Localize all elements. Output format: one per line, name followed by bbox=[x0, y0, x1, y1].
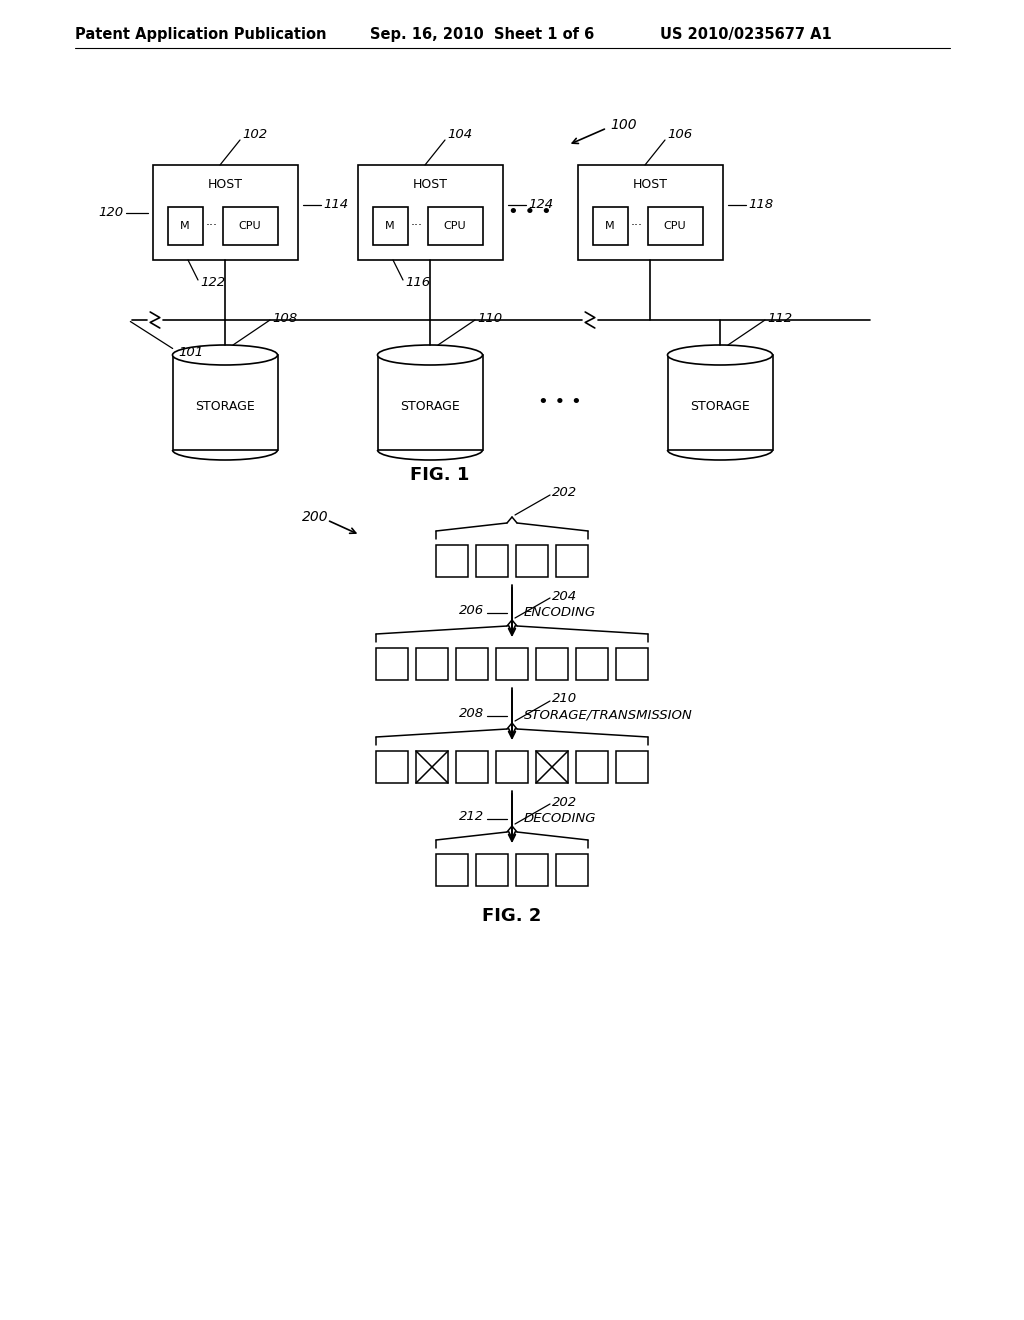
Bar bbox=[436, 854, 468, 886]
Bar bbox=[153, 165, 298, 260]
Text: STORAGE/TRANSMISSION: STORAGE/TRANSMISSION bbox=[524, 709, 693, 722]
Text: US 2010/0235677 A1: US 2010/0235677 A1 bbox=[660, 28, 831, 42]
Bar bbox=[578, 165, 723, 260]
Bar bbox=[476, 854, 508, 886]
Text: CPU: CPU bbox=[664, 220, 686, 231]
Text: 120: 120 bbox=[98, 206, 123, 219]
Text: FIG. 1: FIG. 1 bbox=[411, 466, 470, 484]
Bar bbox=[173, 355, 278, 450]
Text: 106: 106 bbox=[667, 128, 692, 141]
Text: Sep. 16, 2010  Sheet 1 of 6: Sep. 16, 2010 Sheet 1 of 6 bbox=[370, 28, 594, 42]
Text: 104: 104 bbox=[447, 128, 472, 141]
Text: ···: ··· bbox=[411, 219, 423, 232]
Bar bbox=[168, 207, 203, 246]
Text: STORAGE: STORAGE bbox=[196, 400, 255, 413]
Text: 202: 202 bbox=[552, 487, 578, 499]
Text: HOST: HOST bbox=[413, 178, 447, 191]
Bar bbox=[616, 648, 648, 680]
Bar bbox=[376, 751, 408, 783]
Bar bbox=[496, 648, 528, 680]
Text: • • •: • • • bbox=[508, 203, 552, 220]
Text: 122: 122 bbox=[200, 276, 225, 289]
Bar bbox=[476, 545, 508, 577]
Text: 108: 108 bbox=[272, 312, 297, 325]
Bar bbox=[373, 207, 408, 246]
Bar bbox=[416, 648, 449, 680]
Text: ENCODING: ENCODING bbox=[524, 606, 596, 619]
Bar bbox=[575, 751, 608, 783]
Bar bbox=[378, 355, 483, 450]
Text: CPU: CPU bbox=[443, 220, 466, 231]
Text: STORAGE: STORAGE bbox=[690, 400, 750, 413]
Bar bbox=[428, 207, 483, 246]
Bar bbox=[436, 545, 468, 577]
Text: 102: 102 bbox=[242, 128, 267, 141]
Ellipse shape bbox=[668, 345, 772, 366]
Bar bbox=[516, 854, 548, 886]
Bar bbox=[648, 207, 703, 246]
Text: DECODING: DECODING bbox=[524, 812, 597, 825]
Ellipse shape bbox=[378, 345, 482, 366]
Text: HOST: HOST bbox=[633, 178, 668, 191]
Text: 100: 100 bbox=[610, 117, 637, 132]
Ellipse shape bbox=[172, 345, 278, 366]
Bar bbox=[593, 207, 628, 246]
Bar bbox=[456, 648, 488, 680]
Text: HOST: HOST bbox=[208, 178, 243, 191]
Text: ···: ··· bbox=[631, 219, 643, 232]
Bar bbox=[616, 751, 648, 783]
Bar bbox=[223, 207, 278, 246]
Bar bbox=[536, 751, 568, 783]
Text: M: M bbox=[605, 220, 614, 231]
Bar bbox=[668, 355, 773, 450]
Text: 116: 116 bbox=[406, 276, 430, 289]
Text: STORAGE: STORAGE bbox=[400, 400, 460, 413]
Bar bbox=[456, 751, 488, 783]
Text: • • •: • • • bbox=[539, 393, 582, 411]
Text: 208: 208 bbox=[459, 708, 484, 719]
Bar bbox=[556, 854, 588, 886]
Text: 204: 204 bbox=[552, 590, 578, 602]
Text: 114: 114 bbox=[323, 198, 348, 211]
Text: 118: 118 bbox=[748, 198, 773, 211]
Bar bbox=[358, 165, 503, 260]
Text: FIG. 2: FIG. 2 bbox=[482, 907, 542, 925]
Text: CPU: CPU bbox=[239, 220, 261, 231]
Bar bbox=[496, 751, 528, 783]
Bar bbox=[516, 545, 548, 577]
Bar bbox=[376, 648, 408, 680]
Bar bbox=[536, 648, 568, 680]
Text: 101: 101 bbox=[178, 346, 203, 359]
Bar bbox=[575, 648, 608, 680]
Bar bbox=[416, 751, 449, 783]
Text: 112: 112 bbox=[767, 312, 793, 325]
Text: 110: 110 bbox=[477, 312, 502, 325]
Text: M: M bbox=[385, 220, 395, 231]
Text: 212: 212 bbox=[459, 810, 484, 822]
Text: 202: 202 bbox=[552, 796, 578, 808]
Text: 200: 200 bbox=[302, 510, 329, 524]
Bar bbox=[556, 545, 588, 577]
Text: M: M bbox=[180, 220, 189, 231]
Text: 210: 210 bbox=[552, 693, 578, 705]
Text: ···: ··· bbox=[206, 219, 218, 232]
Text: 206: 206 bbox=[459, 605, 484, 616]
Text: Patent Application Publication: Patent Application Publication bbox=[75, 28, 327, 42]
Text: 124: 124 bbox=[528, 198, 553, 211]
